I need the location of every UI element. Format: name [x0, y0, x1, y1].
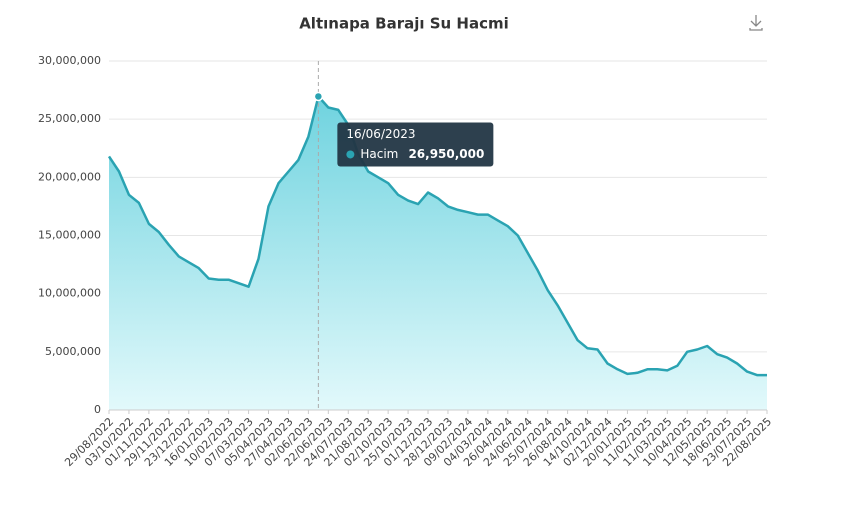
- y-tick-label: 20,000,000: [38, 170, 101, 183]
- tooltip-marker: [346, 150, 355, 159]
- y-tick-label: 10,000,000: [38, 287, 101, 300]
- y-tick-label: 30,000,000: [38, 54, 101, 67]
- download-icon[interactable]: [749, 15, 763, 31]
- chart-title: Altınapa Barajı Su Hacmi: [299, 15, 509, 33]
- tooltip-box: [337, 122, 494, 167]
- y-tick-label: 25,000,000: [38, 112, 101, 125]
- y-tick-label: 0: [94, 403, 101, 416]
- tooltip-date: 16/06/2023: [346, 127, 415, 141]
- y-tick-label: 5,000,000: [45, 345, 101, 358]
- line: [107, 95, 767, 377]
- tooltip-label: Hacim: [360, 147, 398, 161]
- y-tick-label: 15,000,000: [38, 229, 101, 242]
- area: [109, 96, 767, 410]
- point: [313, 91, 324, 102]
- tooltip-value: 26,950,000: [408, 147, 484, 161]
